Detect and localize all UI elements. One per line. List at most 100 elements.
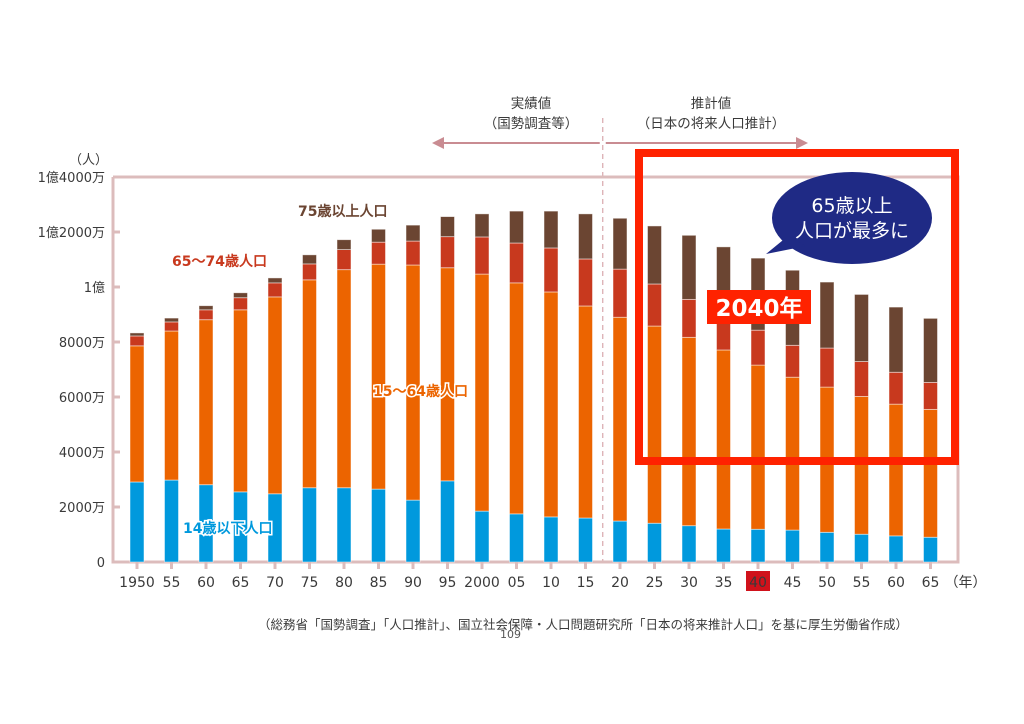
bar-stack xyxy=(612,217,628,563)
bar-segment xyxy=(888,306,904,373)
bar-segment xyxy=(302,487,317,563)
bar-segment xyxy=(509,242,524,284)
x-tick-label: 15 xyxy=(577,575,595,591)
series-label-15-64: 15〜64歳人口 xyxy=(373,383,468,400)
bar-segment xyxy=(785,376,800,531)
bar-segment xyxy=(440,236,455,269)
plot-frame xyxy=(111,175,960,564)
x-tick-label: 95 xyxy=(439,575,457,591)
x-tick-label: 20 xyxy=(611,575,629,591)
bar-segment xyxy=(854,396,869,535)
series-label-75-plus: 75歳以上人口 xyxy=(298,203,387,220)
bar-stack xyxy=(681,234,697,563)
bar-segment xyxy=(336,249,352,271)
bar-segment xyxy=(405,224,421,242)
bar-stack xyxy=(474,213,490,563)
bar-segment xyxy=(888,371,904,405)
y-tick-label: 2000万 xyxy=(59,501,105,516)
bar-segment xyxy=(405,499,421,563)
bar-segment xyxy=(371,263,386,490)
x-tick-label: 55 xyxy=(163,575,181,591)
bar-segment xyxy=(612,520,628,563)
bar-segment xyxy=(612,268,628,318)
x-tick-label: 35 xyxy=(715,575,733,591)
y-axis-unit-label: （人） xyxy=(69,153,108,168)
bar-segment xyxy=(785,344,800,378)
bar-segment xyxy=(888,535,904,563)
source-note: （総務省「国勢調査」「人口推計」、国立社会保障・人口問題研究所「日本の将来推計人… xyxy=(258,617,909,632)
bar-segment xyxy=(440,267,455,482)
year-badge: 2040年 xyxy=(707,290,811,324)
x-tick-highlight xyxy=(746,571,770,591)
bar-stack xyxy=(647,225,662,563)
bar-segment xyxy=(129,345,145,483)
year-badge-text: 2040年 xyxy=(715,295,802,322)
bar-segment xyxy=(233,292,248,299)
actual-arrowhead-icon xyxy=(432,137,444,149)
projection-arrowhead-icon xyxy=(796,137,808,149)
bar-segment xyxy=(819,281,835,349)
bar-segment xyxy=(164,479,179,563)
x-tick-label: 30 xyxy=(680,575,698,591)
year-badge-bg xyxy=(707,290,811,324)
bar-segment xyxy=(440,216,455,238)
x-tick-label: 60 xyxy=(887,575,905,591)
bar-segment xyxy=(164,330,179,481)
bar-segment xyxy=(440,480,455,563)
bar-segment xyxy=(267,282,283,298)
highlight-box xyxy=(635,149,959,465)
bar-segment xyxy=(647,522,662,563)
bar-segment xyxy=(543,210,559,249)
x-tick-label: 10 xyxy=(542,575,560,591)
bar-segment xyxy=(578,305,593,519)
y-tick-label: 1億4000万 xyxy=(38,170,105,186)
bar-segment xyxy=(129,335,145,347)
bar-segment xyxy=(267,296,283,495)
bar-segment xyxy=(198,309,214,321)
bar-segment xyxy=(474,213,490,238)
x-tick-label: 40 xyxy=(749,575,767,591)
bar-stack xyxy=(336,239,352,563)
x-tick-label: 90 xyxy=(404,575,422,591)
bar-segment xyxy=(336,487,352,563)
bar-segment xyxy=(819,531,835,563)
bar-stack xyxy=(785,269,800,563)
callout-line2: 人口が最多に xyxy=(795,220,909,242)
bar-stack xyxy=(854,294,869,563)
bar-segment xyxy=(509,282,524,515)
bar-stack xyxy=(302,254,317,563)
bar-segment xyxy=(474,510,490,563)
bar-segment xyxy=(923,536,938,563)
bar-segment xyxy=(509,513,524,563)
bar-segment xyxy=(785,529,800,563)
x-tick-label: 25 xyxy=(646,575,664,591)
bar-segment xyxy=(716,528,731,563)
bar-segment xyxy=(578,517,593,563)
bar-segment xyxy=(405,264,421,501)
bar-segment xyxy=(302,254,317,265)
bar-stack xyxy=(509,210,524,563)
x-tick-label: 85 xyxy=(370,575,388,591)
bar-segment xyxy=(923,317,938,383)
y-tick-label: 1億2000万 xyxy=(38,225,105,241)
bar-stack xyxy=(129,332,145,563)
bar-stack xyxy=(888,306,904,563)
callout-shape xyxy=(772,172,932,264)
bar-segment xyxy=(819,347,835,388)
x-tick-label: 75 xyxy=(301,575,319,591)
bar-segment xyxy=(578,258,593,307)
bar-segment xyxy=(474,236,490,275)
bar-stack xyxy=(267,277,283,563)
bar-segment xyxy=(750,329,766,366)
period-projection-line2: （日本の将来人口推計） xyxy=(637,116,786,132)
bar-segment xyxy=(302,279,317,489)
x-tick-label: 70 xyxy=(266,575,284,591)
y-tick-label: 1億 xyxy=(84,280,105,296)
bar-stack xyxy=(543,210,559,563)
bar-segment xyxy=(198,319,214,486)
bar-segment xyxy=(129,481,145,563)
bar-segment xyxy=(302,263,317,281)
bar-segment xyxy=(647,283,662,327)
